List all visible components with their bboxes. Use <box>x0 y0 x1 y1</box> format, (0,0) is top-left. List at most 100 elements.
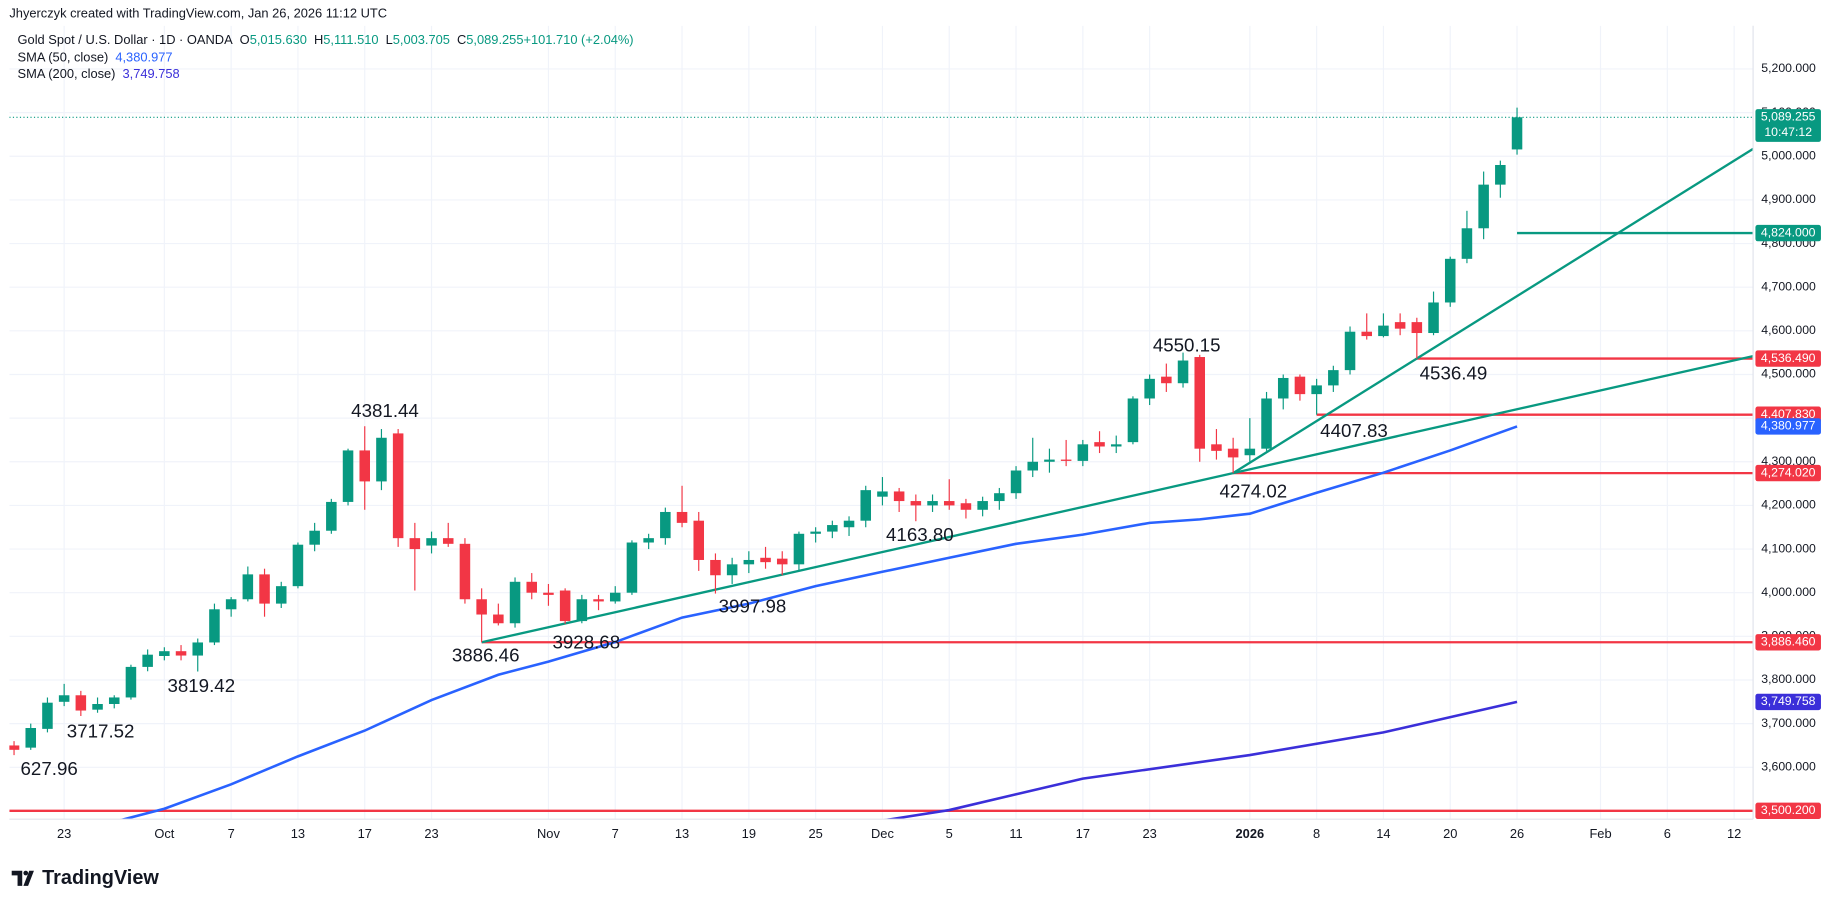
candle-body <box>1378 325 1389 337</box>
candle-body <box>242 574 254 600</box>
trend-line <box>1232 147 1754 475</box>
candle-body <box>459 543 471 600</box>
y-tick-label: 5,000.000 <box>1761 149 1816 163</box>
candle-body <box>225 599 237 610</box>
candle-body <box>760 557 771 563</box>
annotation: 3717.52 <box>67 721 135 742</box>
y-tick-label: 4,900.000 <box>1761 192 1816 206</box>
price-tag-label: 4,274.020 <box>1761 465 1816 479</box>
price-tag-label: 3,886.460 <box>1761 635 1816 649</box>
countdown: 10:47:12 <box>1764 125 1812 139</box>
candle-body <box>1311 385 1322 395</box>
candle-body <box>960 503 972 510</box>
candle-body <box>1478 184 1489 229</box>
price-tag <box>1755 224 1821 242</box>
y-tick-label: 4,000.000 <box>1761 585 1816 599</box>
candle-body <box>526 581 538 593</box>
indicator-name: SMA (200, close) <box>18 66 116 81</box>
candle-body <box>1394 322 1406 329</box>
annotation: 3997.98 <box>719 595 787 616</box>
ohlc-key: L <box>386 32 393 47</box>
candle-body <box>1495 164 1506 185</box>
candle-body <box>710 559 721 576</box>
candle-body <box>1194 357 1206 449</box>
candle-body <box>1277 377 1289 399</box>
y-tick-label: 3,700.000 <box>1761 716 1816 730</box>
price-tag <box>1755 634 1821 651</box>
y-tick-label: 4,200.000 <box>1761 498 1816 512</box>
candle-body <box>359 450 371 482</box>
candle-body <box>626 542 638 593</box>
overlay: 3,600.0003,700.0003,800.0003,900.0004,00… <box>18 32 1821 841</box>
brand: TradingView <box>42 867 159 889</box>
x-tick-label: 17 <box>358 826 372 841</box>
candle-body <box>743 559 755 565</box>
candle-body <box>309 530 320 545</box>
legend-title: Gold Spot / U.S. Dollar · 1D · OANDA O5,0… <box>18 32 634 47</box>
candle-body <box>609 592 621 602</box>
candle-body <box>442 538 454 544</box>
candle-body <box>643 538 654 543</box>
ohlc-value: 5,111.510 <box>323 32 378 47</box>
x-tick-label: 13 <box>291 826 305 841</box>
price-tag-label: 4,824.000 <box>1761 225 1816 239</box>
annotation: 4407.83 <box>1320 420 1388 441</box>
candle-body <box>392 433 404 539</box>
candle-body <box>192 642 204 656</box>
x-tick-label: 23 <box>57 826 71 841</box>
candle-body <box>1127 398 1139 443</box>
price-tag <box>1755 802 1821 820</box>
x-tick-label: 6 <box>1664 826 1671 841</box>
candle-body <box>910 501 922 506</box>
price-tag-label: 4,380.977 <box>1761 419 1816 433</box>
y-tick-label: 4,100.000 <box>1761 541 1816 555</box>
price-tag-label: 3,749.758 <box>1761 694 1816 708</box>
candle-body <box>877 491 888 497</box>
annotation: 627.96 <box>21 758 78 779</box>
candle-body <box>927 501 938 506</box>
x-tick-label: 7 <box>228 826 235 841</box>
price-tag <box>1755 350 1821 367</box>
price-tag <box>1755 464 1821 482</box>
indicator-value: 4,380.977 <box>115 50 172 65</box>
x-tick-label: Oct <box>154 826 174 841</box>
candle-body <box>1428 302 1439 334</box>
x-tick-label: 25 <box>808 826 822 841</box>
price-tag-label: 5,089.255 <box>1761 110 1816 124</box>
y-tick-label: 3,800.000 <box>1761 672 1816 686</box>
candle-body <box>342 450 354 502</box>
candle-body <box>326 501 337 531</box>
candle-body <box>1177 360 1189 384</box>
ohlc-value: 5,089.255 <box>466 32 523 47</box>
price-tag-label: 4,536.490 <box>1761 351 1816 365</box>
candle-body <box>1361 331 1373 337</box>
candle-body <box>1044 459 1055 462</box>
indicator-value: 3,749.758 <box>122 66 179 81</box>
candle-body <box>409 538 421 550</box>
candle-body <box>493 614 504 624</box>
candle-body <box>92 703 103 710</box>
candle-body <box>1094 442 1105 447</box>
x-tick-label: 11 <box>1009 826 1022 841</box>
ohlc-value: 5,015.630 <box>250 32 307 47</box>
x-tick-label: 5 <box>946 826 953 841</box>
annotation: 4274.02 <box>1220 481 1288 502</box>
x-tick-label: 17 <box>1076 826 1090 841</box>
x-tick-label: 13 <box>675 826 689 841</box>
indicator-legend: SMA (50, close) 4,380.977 <box>18 50 173 65</box>
x-tick-label: Feb <box>1589 826 1611 841</box>
symbol: Gold Spot / U.S. Dollar · 1D · OANDA <box>18 32 234 47</box>
candle-body <box>994 493 1005 502</box>
y-tick-label: 4,300.000 <box>1761 454 1816 468</box>
y-tick-label: 4,500.000 <box>1761 367 1816 381</box>
candle-body <box>943 501 955 506</box>
candle-body <box>810 531 821 534</box>
candle-body <box>559 590 571 622</box>
candle-body <box>660 511 671 539</box>
annotation: 3928.68 <box>552 632 620 653</box>
candle-body <box>175 651 187 656</box>
logo: TradingView <box>11 867 159 889</box>
